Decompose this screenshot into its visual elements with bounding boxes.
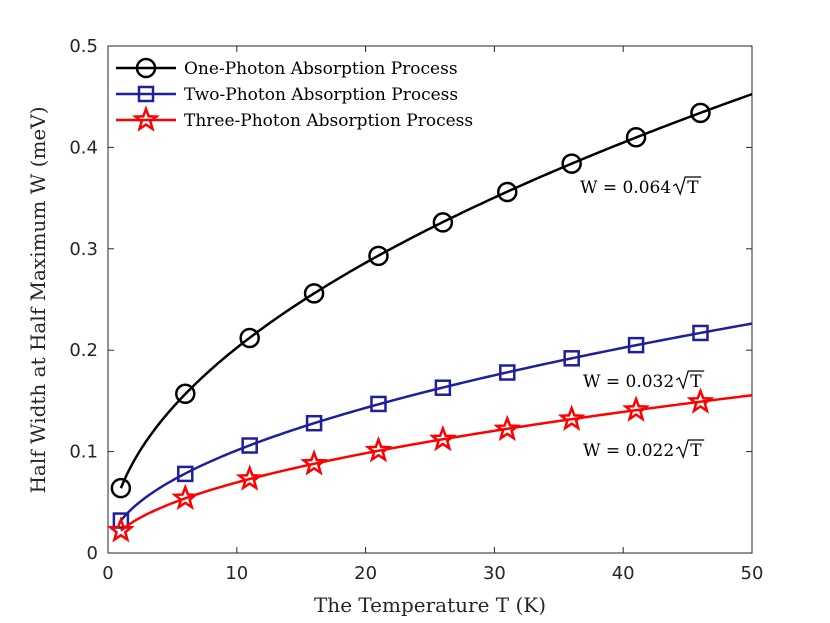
x-tick-label: 50: [741, 563, 764, 584]
legend-marker-star: [132, 105, 160, 132]
equation-text: W = 0.064: [580, 178, 671, 198]
equation-annotation: W = 0.022 T: [583, 439, 705, 461]
x-tick-label: 40: [612, 563, 635, 584]
legend-label: One-Photon Absorption Process: [184, 59, 458, 79]
data-point-star: [622, 395, 650, 422]
axes-group: 0 10 20 30 40 50 0 0.1 0.2 0.3 0.4 0.5: [69, 36, 763, 584]
data-point-star: [107, 516, 135, 543]
data-point-square: [305, 414, 323, 432]
equation-text: W = 0.032: [583, 372, 674, 392]
data-point-circle: [625, 127, 647, 148]
series-2: [112, 322, 753, 529]
legend-label: Three-Photon Absorption Process: [184, 111, 473, 131]
plot-frame: [107, 45, 753, 554]
data-point-star: [235, 464, 264, 491]
y-tick-label: 0.5: [69, 36, 98, 57]
y-axis-label: Half Width at Half Maximum W (meV): [26, 106, 50, 493]
data-point-square: [434, 379, 452, 396]
data-point-star: [429, 424, 457, 452]
x-tick-label: 10: [225, 563, 248, 584]
sqrt-sign: [675, 370, 705, 390]
data-point-star: [364, 435, 393, 463]
y-tick-label: 0: [87, 543, 98, 564]
data-point-star: [493, 414, 522, 442]
data-point-square: [563, 350, 580, 367]
data-point-circle: [110, 477, 132, 499]
x-tick-label: 30: [483, 563, 506, 584]
data-point-circle: [497, 181, 518, 203]
equation-radicand: T: [687, 178, 699, 198]
equation-text: W = 0.022: [583, 441, 674, 461]
data-point-circle: [561, 153, 582, 174]
y-tick-label: 0.4: [69, 137, 98, 158]
data-point-circle: [175, 383, 196, 405]
series-line: [119, 92, 753, 489]
data-point-square: [499, 364, 516, 381]
legend-label: Two-Photon Absorption Process: [184, 85, 458, 105]
data-point-circle: [368, 245, 389, 267]
legend-item: One-Photon Absorption Process: [116, 57, 458, 79]
equation-annotation: W = 0.064 T: [580, 176, 702, 198]
data-point-star: [686, 387, 715, 414]
data-point-circle: [690, 102, 711, 124]
legend-marker-square: [137, 85, 155, 103]
data-point-square: [241, 437, 258, 454]
data-point-square: [627, 336, 645, 354]
series-1: [110, 92, 753, 499]
x-axis-label: The Temperature T (K): [314, 593, 546, 617]
y-tick-label: 0.3: [69, 239, 98, 260]
data-point-square: [692, 324, 709, 342]
y-tick-label: 0.2: [69, 340, 98, 361]
data-point-square: [112, 512, 130, 529]
data-point-star: [557, 404, 586, 431]
sqrt-sign: [672, 176, 702, 196]
legend-item: Two-Photon Absorption Process: [116, 85, 458, 105]
data-point-circle: [432, 212, 454, 233]
sqrt-sign: [675, 439, 705, 459]
annotations-group: W = 0.064 T W = 0.032 T W = 0.022 T: [580, 176, 705, 461]
y-tick-label: 0.1: [69, 442, 98, 463]
legend-group: One-Photon Absorption Process Two-Photon …: [116, 57, 473, 132]
data-point-square: [370, 395, 387, 413]
x-tick-label: 0: [102, 563, 113, 584]
legend-marker-circle: [135, 57, 157, 79]
series-3: [107, 387, 753, 543]
data-point-square: [177, 465, 194, 483]
equation-radicand: T: [690, 441, 702, 461]
data-point-star: [171, 483, 200, 511]
data-point-star: [300, 449, 328, 476]
data-point-circle: [303, 283, 325, 304]
equation-annotation: W = 0.032 T: [583, 370, 705, 392]
series-group: [107, 92, 753, 543]
legend-item: Three-Photon Absorption Process: [116, 105, 473, 132]
data-point-circle: [239, 327, 260, 349]
x-tick-label: 20: [354, 563, 377, 584]
equation-radicand: T: [690, 372, 702, 392]
